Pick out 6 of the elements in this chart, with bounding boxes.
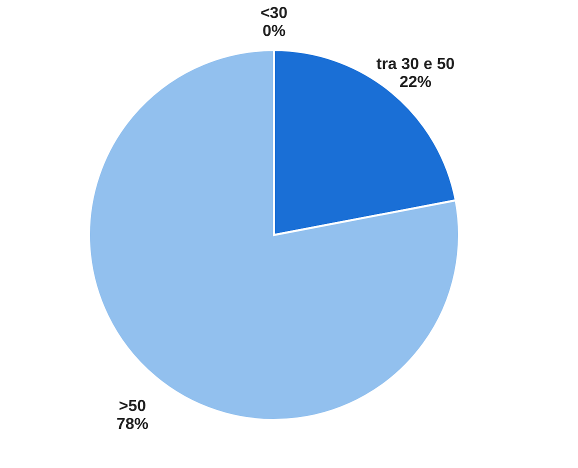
slice-label: tra 30 e 50 — [376, 56, 455, 73]
data-label: 78% — [116, 416, 149, 434]
category-label: <30 — [260, 5, 288, 22]
slice-label: >50 — [118, 398, 146, 416]
text: 0% — [262, 23, 286, 40]
data-label: 22% — [399, 74, 432, 91]
